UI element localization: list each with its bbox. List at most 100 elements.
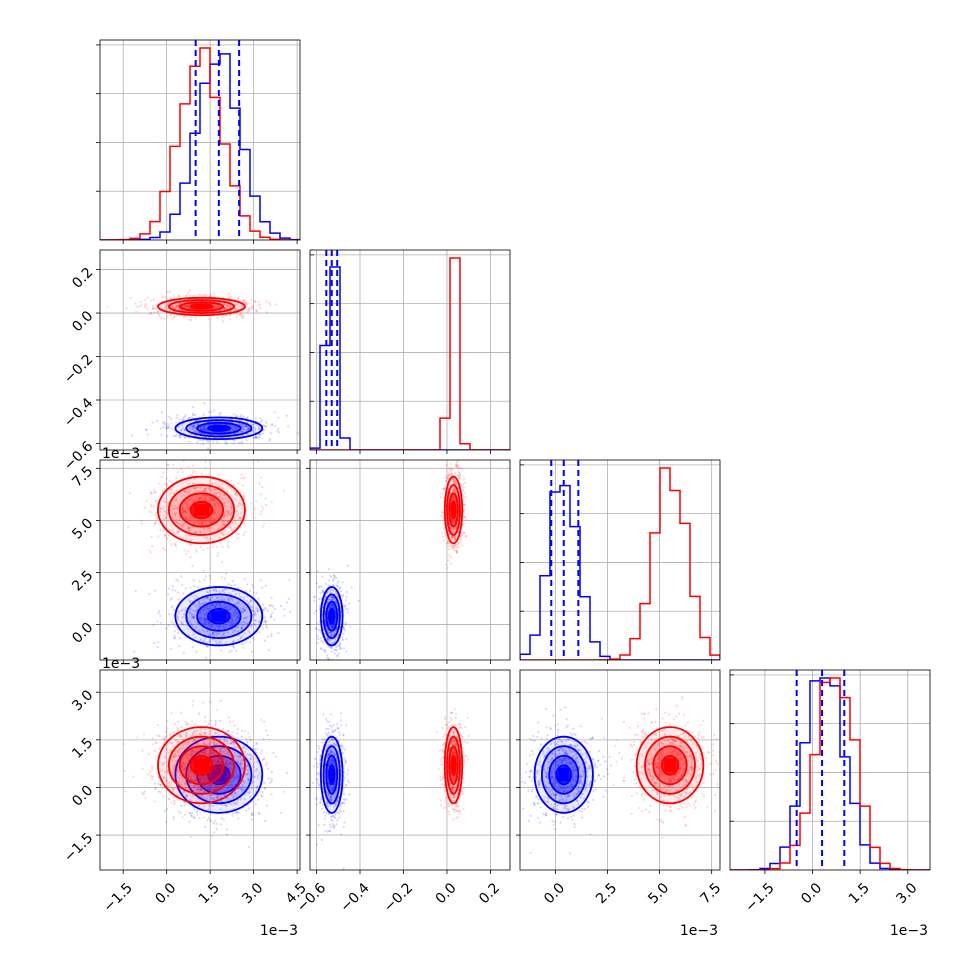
scatter-point [192, 470, 194, 472]
panel-content [100, 670, 310, 870]
scatter-point [152, 624, 154, 626]
scatter-point [193, 579, 195, 581]
scatter-point [158, 610, 160, 612]
scatter-point [166, 468, 168, 470]
scatter-point [260, 421, 262, 423]
scatter-point [181, 584, 183, 586]
scatter-point [463, 532, 465, 534]
scatter-point [448, 545, 450, 547]
scatter-point [150, 491, 152, 493]
scatter-point [272, 605, 274, 607]
scatter-point [177, 591, 179, 593]
scatter-point [457, 467, 459, 469]
scatter-point [153, 489, 155, 491]
scatter-point [135, 311, 137, 313]
scatter-point [449, 457, 451, 459]
scatter-point [206, 819, 208, 821]
scatter-point [343, 628, 345, 630]
scatter-point [328, 579, 330, 581]
scatter-point [215, 720, 217, 722]
scatter-point [178, 645, 180, 647]
scatter-point [261, 505, 263, 507]
scatter-point [153, 642, 155, 644]
scatter-point [277, 428, 279, 430]
scatter-point [230, 584, 232, 586]
scatter-point [264, 787, 266, 789]
scatter-point [207, 440, 209, 442]
scatter-point [191, 565, 193, 567]
scatter-point [250, 502, 252, 504]
scatter-point [172, 585, 174, 587]
scatter-point [166, 435, 168, 437]
scatter-point [268, 440, 270, 442]
scatter-point [260, 493, 262, 495]
histogram-series-1 [100, 48, 300, 240]
scatter-point [232, 812, 234, 814]
scatter-point [277, 417, 279, 419]
scatter-point [154, 590, 156, 592]
scatter-point [189, 290, 191, 292]
scatter-point [195, 549, 197, 551]
scatter-point [216, 451, 218, 453]
scatter-point [245, 809, 247, 811]
scatter-point [220, 700, 222, 702]
scatter-point [318, 598, 320, 600]
scatter-point [255, 803, 257, 805]
scatter-point [239, 313, 241, 315]
scatter-point [163, 530, 165, 532]
scatter-point [161, 476, 163, 478]
scatter-point [289, 579, 291, 581]
scatter-point [190, 317, 192, 319]
scatter-point [166, 808, 168, 810]
scatter-point [168, 588, 170, 590]
histogram-series-0 [100, 54, 300, 240]
scatter-point [167, 464, 169, 466]
scatter-point [196, 441, 198, 443]
scatter-point [339, 586, 341, 588]
scatter-point [163, 318, 165, 320]
scatter-point [224, 578, 226, 580]
scatter-point [347, 565, 349, 567]
scatter-point [232, 580, 234, 582]
scatter-point [442, 536, 444, 538]
scatter-point [162, 547, 164, 549]
scatter-point [168, 675, 170, 677]
scatter-point [454, 472, 456, 474]
scatter-point [200, 294, 202, 296]
scatter-point [236, 316, 238, 318]
scatter-point [173, 623, 175, 625]
scatter-point [216, 555, 218, 557]
scatter-point [269, 304, 271, 306]
scatter-point [249, 590, 251, 592]
scatter-point [460, 467, 462, 469]
scatter-point [270, 793, 272, 795]
scatter-point [251, 812, 253, 814]
scatter-point [447, 475, 449, 477]
scatter-point [455, 547, 457, 549]
scatter-point [442, 517, 444, 519]
panel-content [100, 449, 300, 677]
scatter-point [242, 484, 244, 486]
scatter-point [446, 567, 448, 569]
scatter-point [180, 805, 182, 807]
scatter-point [450, 563, 452, 565]
scatter-point [315, 610, 317, 612]
scatter-point [341, 637, 343, 639]
scatter-point [189, 556, 191, 558]
scatter-point [256, 310, 258, 312]
scatter-point [150, 511, 152, 513]
panel-content [520, 460, 720, 660]
scatter-point [172, 464, 174, 466]
scatter-point [182, 593, 184, 595]
scatter-point [233, 646, 235, 648]
scatter-point [179, 637, 181, 639]
scatter-point [346, 591, 348, 593]
scatter-point [158, 735, 160, 737]
scatter-point [170, 314, 172, 316]
scatter-point [200, 546, 202, 548]
scatter-point [185, 414, 187, 416]
scatter-point [237, 482, 239, 484]
scatter-point [337, 585, 339, 587]
scatter-point [313, 595, 315, 597]
panel-content [310, 453, 510, 673]
